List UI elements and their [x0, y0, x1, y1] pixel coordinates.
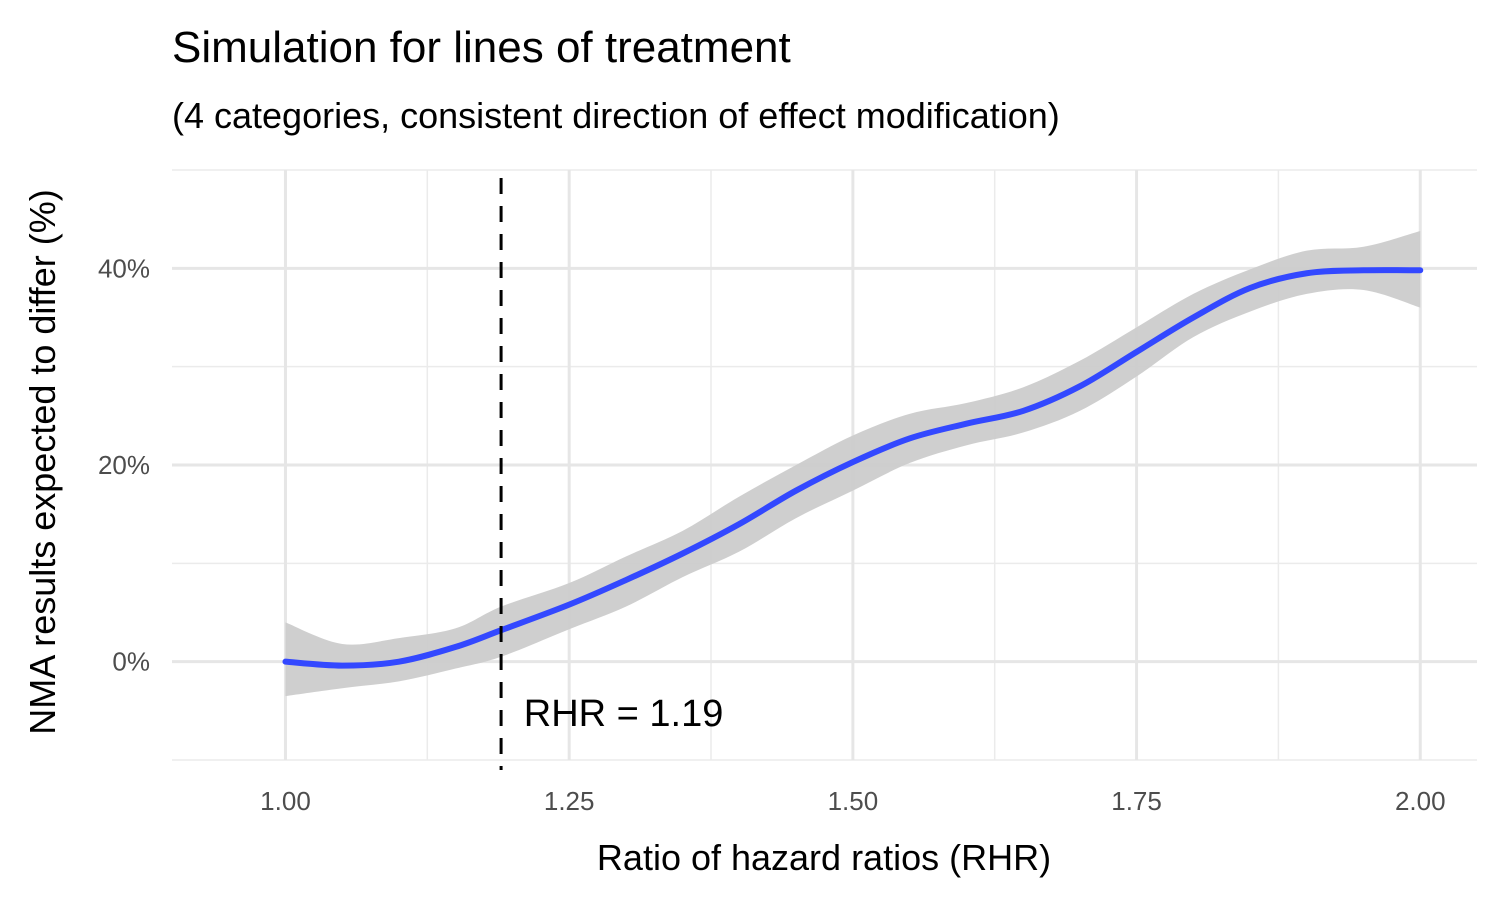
- x-tick-labels: 1.00 1.25 1.50 1.75 2.00: [260, 786, 1445, 816]
- x-tick-label: 1.75: [1111, 786, 1162, 816]
- series-line-layer: [282, 267, 1424, 669]
- y-axis-title: NMA results expected to differ (%): [22, 189, 63, 735]
- rhr-annotation: RHR = 1.19: [524, 693, 724, 735]
- y-tick-label: 0%: [112, 647, 150, 677]
- y-tick-label: 40%: [98, 253, 150, 283]
- x-tick-label: 1.50: [828, 786, 879, 816]
- x-tick-label: 1.00: [260, 786, 311, 816]
- x-tick-label: 1.25: [544, 786, 595, 816]
- chart-subtitle: (4 categories, consistent direction of e…: [172, 95, 1060, 136]
- chart-title: Simulation for lines of treatment: [172, 23, 791, 72]
- y-tick-label: 20%: [98, 450, 150, 480]
- x-axis-title: Ratio of hazard ratios (RHR): [597, 837, 1051, 878]
- x-tick-label: 2.00: [1395, 786, 1446, 816]
- y-tick-labels: 0% 20% 40%: [98, 253, 150, 676]
- series-line: [282, 267, 1424, 669]
